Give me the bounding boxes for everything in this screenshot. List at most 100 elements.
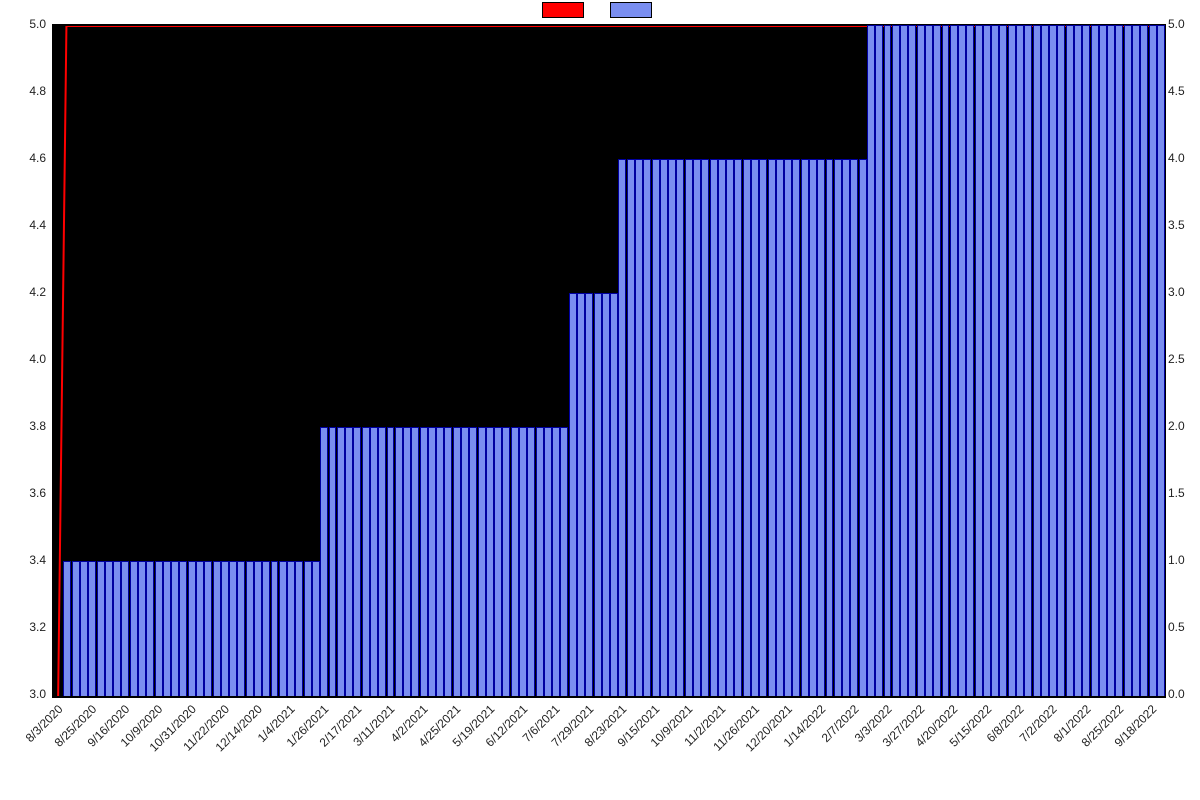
bar — [320, 427, 328, 696]
bar — [1041, 25, 1049, 696]
bar — [72, 561, 80, 696]
bar — [1082, 25, 1090, 696]
bar — [179, 561, 187, 696]
bar — [1124, 25, 1132, 696]
bar — [892, 25, 900, 696]
bar — [312, 561, 320, 696]
bar — [942, 25, 950, 696]
bar — [660, 159, 668, 696]
bar — [395, 427, 403, 696]
bar — [635, 159, 643, 696]
bar — [734, 159, 742, 696]
bar — [461, 427, 469, 696]
bar — [618, 159, 626, 696]
bar — [444, 427, 452, 696]
y-right-tick: 4.0 — [1168, 151, 1185, 165]
bar — [1066, 25, 1074, 696]
bar — [1049, 25, 1057, 696]
bar — [801, 159, 809, 696]
legend-swatch-blue — [610, 2, 652, 18]
bar — [668, 159, 676, 696]
bar — [155, 561, 163, 696]
bar — [776, 159, 784, 696]
bar — [486, 427, 494, 696]
bar — [121, 561, 129, 696]
bar — [693, 159, 701, 696]
bar — [469, 427, 477, 696]
bar — [80, 561, 88, 696]
bar — [652, 159, 660, 696]
bar — [925, 25, 933, 696]
y-right-tick: 0.5 — [1168, 620, 1185, 634]
bar — [975, 25, 983, 696]
bar — [1149, 25, 1157, 696]
y-right-tick: 1.5 — [1168, 486, 1185, 500]
bar — [362, 427, 370, 696]
bar — [627, 159, 635, 696]
y-left-tick: 3.2 — [29, 620, 46, 634]
bar — [130, 561, 138, 696]
bar — [163, 561, 171, 696]
bar — [983, 25, 991, 696]
y-left-tick: 3.6 — [29, 486, 46, 500]
bar — [204, 561, 212, 696]
bar — [1099, 25, 1107, 696]
bar — [577, 293, 585, 696]
y-left-tick: 4.2 — [29, 285, 46, 299]
bar — [817, 159, 825, 696]
bar — [966, 25, 974, 696]
bar — [569, 293, 577, 696]
y-left-tick: 4.8 — [29, 84, 46, 98]
y-left-tick: 4.0 — [29, 352, 46, 366]
y-left-tick: 3.4 — [29, 553, 46, 567]
legend-item-line — [542, 2, 590, 18]
y-right-tick: 3.0 — [1168, 285, 1185, 299]
bar — [378, 427, 386, 696]
bar — [958, 25, 966, 696]
bar — [544, 427, 552, 696]
bar — [295, 561, 303, 696]
bar — [387, 427, 395, 696]
bar — [610, 293, 618, 696]
plot-area — [52, 24, 1166, 698]
bar — [436, 427, 444, 696]
bar — [370, 427, 378, 696]
bar — [411, 427, 419, 696]
bar — [279, 561, 287, 696]
bar — [1140, 25, 1148, 696]
y-right-tick: 2.5 — [1168, 352, 1185, 366]
bar — [1132, 25, 1140, 696]
y-left-tick: 3.8 — [29, 419, 46, 433]
bar — [188, 561, 196, 696]
bar — [759, 159, 767, 696]
bar — [536, 427, 544, 696]
bar — [105, 561, 113, 696]
bar — [685, 159, 693, 696]
bar — [560, 427, 568, 696]
bar — [867, 25, 875, 696]
bar — [908, 25, 916, 696]
bar — [991, 25, 999, 696]
bar — [246, 561, 254, 696]
y-right-tick: 5.0 — [1168, 17, 1185, 31]
bar — [875, 25, 883, 696]
bar — [519, 427, 527, 696]
bar — [917, 25, 925, 696]
bar — [527, 427, 535, 696]
bar — [784, 159, 792, 696]
bar — [287, 561, 295, 696]
bar — [999, 25, 1007, 696]
y-right-tick: 4.5 — [1168, 84, 1185, 98]
bar — [337, 427, 345, 696]
bar — [478, 427, 486, 696]
bar — [585, 293, 593, 696]
bar — [1057, 25, 1065, 696]
bar — [950, 25, 958, 696]
bar — [353, 427, 361, 696]
bar — [743, 159, 751, 696]
bar — [237, 561, 245, 696]
bar — [254, 561, 262, 696]
bar — [229, 561, 237, 696]
bar — [1008, 25, 1016, 696]
bar — [710, 159, 718, 696]
